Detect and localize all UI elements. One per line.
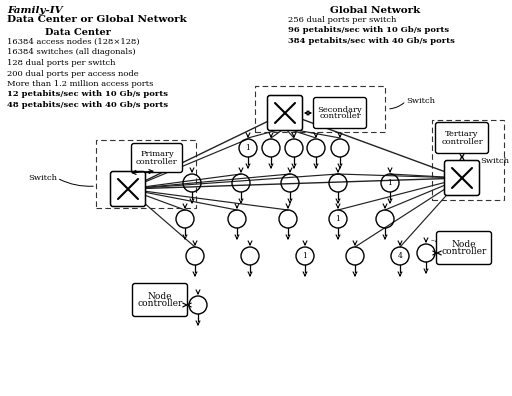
Text: 16384 switches (all diagonals): 16384 switches (all diagonals) <box>7 48 136 57</box>
Text: 1: 1 <box>335 215 340 223</box>
Text: Secondary: Secondary <box>317 105 362 114</box>
Text: 1: 1 <box>303 252 307 260</box>
Text: 1: 1 <box>388 179 392 187</box>
Text: 128 dual ports per switch: 128 dual ports per switch <box>7 59 116 67</box>
Text: Switch: Switch <box>406 97 435 105</box>
Text: 12 petabits/sec with 10 Gb/s ports: 12 petabits/sec with 10 Gb/s ports <box>7 91 168 99</box>
Text: 48 petabits/sec with 40 Gb/s ports: 48 petabits/sec with 40 Gb/s ports <box>7 101 168 109</box>
Text: Global Network: Global Network <box>330 6 420 15</box>
Text: controller: controller <box>319 112 361 120</box>
Text: controller: controller <box>136 158 178 166</box>
Text: 4: 4 <box>397 252 402 260</box>
Text: Data Center or Global Network: Data Center or Global Network <box>7 15 187 24</box>
FancyBboxPatch shape <box>133 284 187 316</box>
Text: Tertiary: Tertiary <box>445 131 479 139</box>
Text: controller: controller <box>137 299 183 308</box>
Text: controller: controller <box>441 137 483 145</box>
FancyBboxPatch shape <box>132 143 182 173</box>
FancyBboxPatch shape <box>436 122 488 154</box>
Text: 16384 access nodes (128×128): 16384 access nodes (128×128) <box>7 38 140 46</box>
Text: Node: Node <box>148 292 172 301</box>
Text: 200 dual ports per access node: 200 dual ports per access node <box>7 70 139 78</box>
Bar <box>432 120 504 200</box>
Text: 1: 1 <box>246 144 250 152</box>
FancyBboxPatch shape <box>437 232 492 265</box>
Bar <box>255 86 385 132</box>
Text: Node: Node <box>452 240 476 249</box>
Text: Switch: Switch <box>28 174 57 182</box>
Text: 96 petabits/sec with 10 Gb/s ports: 96 petabits/sec with 10 Gb/s ports <box>288 27 449 34</box>
Text: 256 dual ports per switch: 256 dual ports per switch <box>288 16 396 24</box>
Text: Primary: Primary <box>140 150 174 158</box>
FancyBboxPatch shape <box>444 160 480 196</box>
Text: controller: controller <box>441 247 487 256</box>
Bar <box>96 140 196 208</box>
FancyBboxPatch shape <box>313 97 367 128</box>
FancyBboxPatch shape <box>267 95 303 131</box>
Text: Switch: Switch <box>480 157 509 165</box>
Text: Family-IV: Family-IV <box>7 6 62 15</box>
Text: 384 petabits/sec with 40 Gb/s ports: 384 petabits/sec with 40 Gb/s ports <box>288 37 455 45</box>
Text: More than 1.2 million access ports: More than 1.2 million access ports <box>7 80 154 88</box>
Text: –Access node: –Access node <box>431 236 482 244</box>
Text: Data Center: Data Center <box>45 28 111 37</box>
FancyBboxPatch shape <box>111 171 145 206</box>
